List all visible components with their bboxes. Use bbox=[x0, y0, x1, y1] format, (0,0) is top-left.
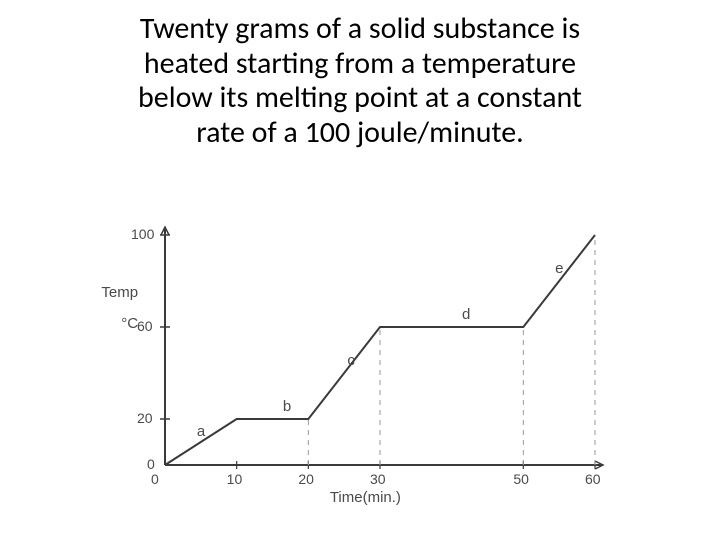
y-tick-100: 100 bbox=[131, 226, 154, 242]
y-axis-label-line1: Temp bbox=[101, 284, 138, 301]
segment-label-d: d bbox=[462, 306, 470, 323]
x-tick-20: 20 bbox=[298, 471, 314, 487]
y-tick-0: 0 bbox=[147, 456, 155, 472]
y-axis-label: Temp °C bbox=[85, 269, 138, 348]
x-tick-10: 10 bbox=[227, 471, 243, 487]
title-line-1: Twenty grams of a solid substance is bbox=[140, 10, 580, 47]
title-line-3: below its melting point at a constant bbox=[138, 79, 582, 116]
segment-label-a: a bbox=[197, 423, 205, 440]
segment-label-e: e bbox=[555, 260, 563, 277]
x-tick-50: 50 bbox=[513, 471, 529, 487]
chart-svg bbox=[110, 220, 630, 510]
x-tick-30: 30 bbox=[370, 471, 386, 487]
heating-curve-chart: Temp °C Time(min.) 0206010001020305060ab… bbox=[110, 220, 630, 510]
x-tick-0: 0 bbox=[151, 471, 159, 487]
x-tick-60: 60 bbox=[585, 471, 601, 487]
y-tick-20: 20 bbox=[137, 410, 153, 426]
title-line-4: rate of a 100 joule/minute. bbox=[196, 114, 523, 151]
y-axis-label-line2: °C bbox=[121, 315, 138, 332]
page-title: Twenty grams of a solid substance is hea… bbox=[0, 0, 720, 150]
title-line-2: heated starting from a temperature bbox=[144, 45, 576, 82]
segment-label-c: c bbox=[347, 352, 355, 369]
segment-label-b: b bbox=[283, 398, 291, 415]
x-axis-label: Time(min.) bbox=[330, 489, 401, 506]
y-tick-60: 60 bbox=[137, 318, 153, 334]
